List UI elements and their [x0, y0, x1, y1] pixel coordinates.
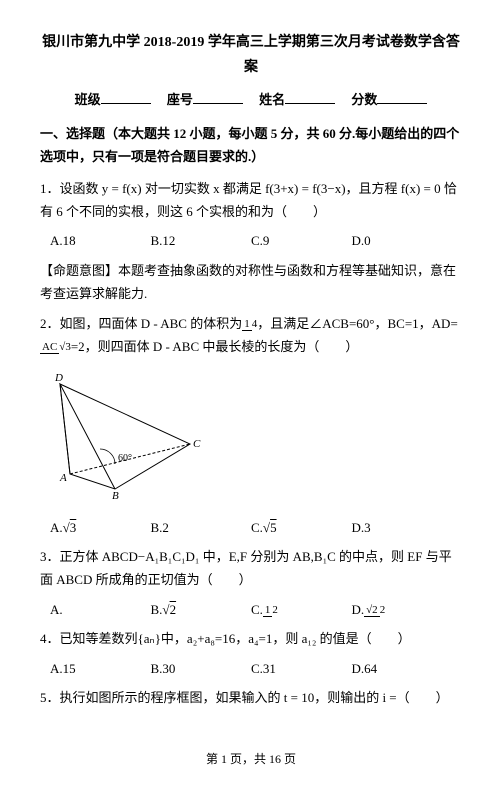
- frac-ac: AC√3: [40, 338, 71, 358]
- tetrahedron-diagram: D A B C 60°: [40, 369, 220, 499]
- frac-1-4: 14: [242, 315, 257, 335]
- name-label: 姓名: [259, 92, 285, 107]
- seat-blank: [193, 89, 243, 104]
- q1-opt-d: D.0: [352, 229, 453, 252]
- q3-opt-b: B.√2: [151, 598, 252, 621]
- q4-options: A.15 B.30 C.31 D.64: [40, 657, 462, 680]
- score-label: 分数: [351, 92, 377, 107]
- q2-text-b: ，且满足∠ACB=60°，BC=1，AD=: [257, 316, 458, 331]
- q3-opt-a: A.: [50, 598, 151, 621]
- q2-options: A.√3 B.2 C.√5 D.3: [40, 516, 462, 539]
- q3-options: A. B.√2 C.12 D.√22: [40, 598, 462, 621]
- student-info: 班级 座号 姓名 分数: [40, 88, 462, 111]
- question-5: 5．执行如图所示的程序框图，如果输入的 t = 10，则输出的 i =（ ）: [40, 686, 462, 709]
- q4-opt-b: B.30: [151, 657, 252, 680]
- q2-text-c: =2，则四面体 D - ABC 中最长棱的长度为（ ）: [71, 339, 359, 354]
- svg-text:A: A: [59, 472, 67, 484]
- section-1-title: 一、选择题（本大题共 12 小题，每小题 5 分，共 60 分.每小题给出的四个…: [40, 122, 462, 169]
- q1-note: 【命题意图】本题考查抽象函数的对称性与函数和方程等基础知识，意在考查运算求解能力…: [40, 259, 462, 306]
- svg-text:B: B: [112, 490, 119, 499]
- exam-title: 银川市第九中学 2018-2019 学年高三上学期第三次月考试卷数学含答案: [40, 30, 462, 80]
- class-blank: [101, 89, 151, 104]
- question-4: 4．已知等差数列{aₙ}中，a₂+a₈=16，a₄=1，则 a₁₂ 的值是（ ）: [40, 627, 462, 650]
- q3-opt-d: D.√22: [352, 598, 453, 621]
- q2-opt-d: D.3: [352, 516, 453, 539]
- q1-opt-a: A.18: [50, 229, 151, 252]
- svg-text:D: D: [54, 372, 63, 384]
- q4-opt-c: C.31: [251, 657, 352, 680]
- question-2: 2．如图，四面体 D - ABC 的体积为14，且满足∠ACB=60°，BC=1…: [40, 312, 462, 359]
- q4-opt-a: A.15: [50, 657, 151, 680]
- svg-text:C: C: [193, 438, 201, 450]
- question-1: 1．设函数 y = f(x) 对一切实数 x 都满足 f(3+x) = f(3−…: [40, 177, 462, 224]
- question-3: 3．正方体 ABCD−A₁B₁C₁D₁ 中，E,F 分别为 AB,B₁C 的中点…: [40, 545, 462, 592]
- class-label: 班级: [75, 92, 101, 107]
- name-blank: [285, 89, 335, 104]
- score-blank: [377, 89, 427, 104]
- q1-opt-b: B.12: [151, 229, 252, 252]
- q4-opt-d: D.64: [352, 657, 453, 680]
- seat-label: 座号: [167, 92, 193, 107]
- q2-opt-a: A.√3: [50, 516, 151, 539]
- q2-opt-c: C.√5: [251, 516, 352, 539]
- q1-options: A.18 B.12 C.9 D.0: [40, 229, 462, 252]
- page-footer: 第 1 页，共 16 页: [40, 749, 462, 771]
- svg-text:60°: 60°: [118, 453, 132, 464]
- q2-opt-b: B.2: [151, 516, 252, 539]
- q3-opt-c: C.12: [251, 598, 352, 621]
- q2-text-a: 2．如图，四面体 D - ABC 的体积为: [40, 316, 242, 331]
- q1-opt-c: C.9: [251, 229, 352, 252]
